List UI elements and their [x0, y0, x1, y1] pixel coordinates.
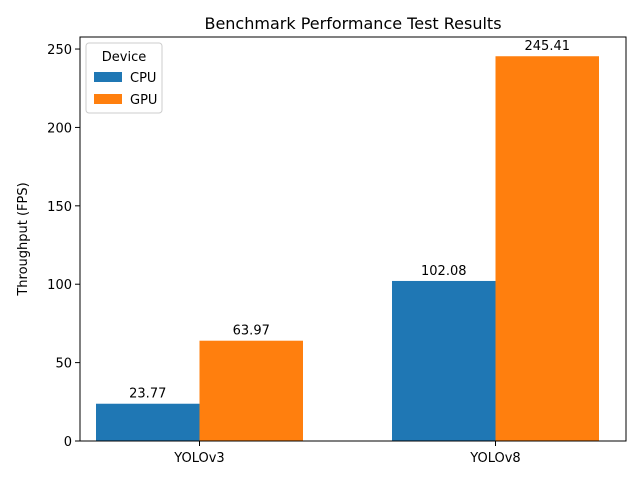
- legend-label-cpu: CPU: [130, 71, 156, 86]
- y-tick-label: 200: [47, 121, 72, 136]
- bar-cpu-yolov8: [392, 280, 496, 441]
- data-label-cpu-yolov8: 102.08: [421, 264, 467, 279]
- legend-label-gpu: GPU: [130, 93, 157, 108]
- legend-swatch-gpu: [94, 94, 122, 104]
- x-tick-label: YOLOv8: [469, 451, 520, 466]
- bar-gpu-yolov3: [199, 340, 303, 441]
- data-label-cpu-yolov3: 23.77: [129, 387, 166, 402]
- bar-cpu-yolov3: [96, 403, 200, 441]
- x-tick-label: YOLOv3: [173, 451, 224, 466]
- legend-title: Device: [102, 50, 146, 65]
- legend: Device CPU GPU: [85, 42, 163, 114]
- y-tick-label: 250: [47, 43, 72, 58]
- chart-title: Benchmark Performance Test Results: [204, 14, 501, 33]
- data-labels-group: 23.77 63.97 102.08 245.41: [129, 39, 570, 401]
- ticks-group: YOLOv3 YOLOv8 0 50 100 150 200 250: [47, 43, 521, 466]
- bar-gpu-yolov8: [495, 56, 599, 441]
- y-axis-label: Throughput (FPS): [16, 182, 31, 296]
- y-tick-label: 50: [55, 357, 72, 372]
- data-label-gpu-yolov3: 63.97: [233, 324, 270, 339]
- y-tick-label: 150: [47, 200, 72, 215]
- y-tick-label: 100: [47, 278, 72, 293]
- plot-frame: [79, 36, 627, 442]
- data-label-gpu-yolov8: 245.41: [525, 39, 571, 54]
- y-tick-label: 0: [64, 435, 72, 450]
- bars-group: [96, 56, 599, 441]
- legend-swatch-cpu: [94, 72, 122, 82]
